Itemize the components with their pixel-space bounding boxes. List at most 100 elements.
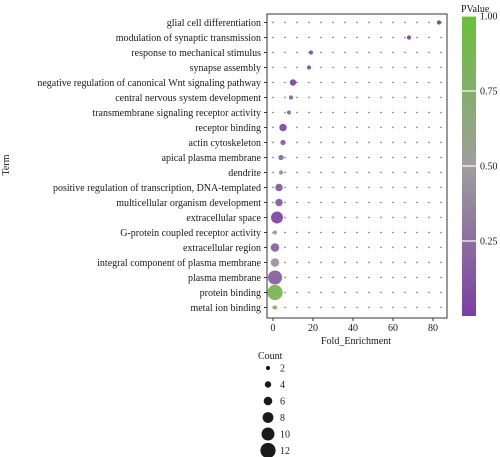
grid-dot	[272, 156, 274, 159]
data-point	[280, 139, 286, 146]
term-label: multicellular organism development	[116, 198, 261, 209]
grid-dot	[296, 216, 298, 219]
grid-dot	[404, 66, 406, 69]
grid-dot	[332, 291, 334, 294]
size-legend-marker	[263, 396, 273, 406]
grid-dot	[320, 291, 322, 294]
grid-dot	[320, 201, 322, 204]
grid-dot	[284, 111, 286, 114]
grid-dot	[272, 126, 274, 129]
term-label: synapse assembly	[190, 63, 261, 74]
grid-dot	[296, 306, 298, 309]
grid-dot	[380, 126, 382, 129]
grid-dot	[428, 81, 430, 84]
x-tick-label: 60	[388, 323, 398, 334]
grid-dot	[308, 246, 310, 249]
grid-dot	[392, 306, 394, 309]
grid-dot	[428, 231, 430, 234]
grid-dot	[320, 156, 322, 159]
grid-dot	[416, 21, 418, 24]
x-tick-label: 20	[308, 323, 318, 334]
grid-dot	[296, 156, 298, 159]
grid-dot	[308, 291, 310, 294]
grid-dot	[416, 201, 418, 204]
grid-dot	[308, 126, 310, 129]
grid-dot	[440, 201, 442, 204]
grid-dot	[416, 186, 418, 189]
grid-dot	[416, 261, 418, 264]
grid-dot	[368, 36, 370, 39]
grid-dot	[392, 171, 394, 174]
grid-dot	[332, 231, 334, 234]
grid-dot	[380, 156, 382, 159]
grid-dot	[284, 186, 286, 189]
size-legend-label: 12	[280, 446, 290, 457]
grid-dot	[380, 216, 382, 219]
grid-dot	[404, 171, 406, 174]
grid-dot	[332, 201, 334, 204]
grid-dot	[404, 291, 406, 294]
grid-dot	[308, 36, 310, 39]
grid-dot	[284, 51, 286, 54]
grid-dot	[356, 21, 358, 24]
data-point	[275, 183, 283, 192]
grid-dot	[404, 231, 406, 234]
size-legend-label: 10	[280, 430, 290, 441]
grid-dot	[428, 186, 430, 189]
grid-dot	[380, 201, 382, 204]
grid-dot	[392, 216, 394, 219]
size-legend-marker	[261, 427, 275, 441]
grid-dot	[344, 141, 346, 144]
grid-dot	[296, 186, 298, 189]
grid-dot	[392, 261, 394, 264]
grid-dot	[296, 81, 298, 84]
grid-dot	[392, 66, 394, 69]
grid-dot	[428, 201, 430, 204]
grid-dot	[284, 246, 286, 249]
grid-dot	[416, 156, 418, 159]
grid-dot	[380, 171, 382, 174]
grid-dot	[296, 276, 298, 279]
grid-dot	[356, 216, 358, 219]
grid-dot	[440, 171, 442, 174]
grid-dot	[368, 96, 370, 99]
grid-dot	[428, 216, 430, 219]
grid-dot	[380, 306, 382, 309]
grid-dot	[440, 231, 442, 234]
grid-dot	[320, 51, 322, 54]
grid-dot	[356, 231, 358, 234]
grid-dot	[332, 186, 334, 189]
grid-dot	[344, 216, 346, 219]
grid-dot	[416, 111, 418, 114]
grid-dot	[392, 201, 394, 204]
grid-dot	[284, 171, 286, 174]
colorbar-tick-label: 0.25	[480, 237, 498, 248]
grid-dot	[356, 51, 358, 54]
grid-dot	[368, 21, 370, 24]
data-point	[406, 35, 412, 40]
grid-dot	[308, 261, 310, 264]
grid-dot	[404, 96, 406, 99]
grid-dot	[296, 201, 298, 204]
data-point	[308, 50, 314, 55]
data-point	[436, 20, 442, 25]
grid-dot	[284, 21, 286, 24]
grid-dot	[356, 81, 358, 84]
grid-dot	[380, 66, 382, 69]
size-legend-label: 8	[280, 413, 285, 424]
grid-dot	[356, 66, 358, 69]
grid-dot	[392, 291, 394, 294]
grid-dot	[344, 51, 346, 54]
grid-dot	[356, 96, 358, 99]
grid-dot	[380, 276, 382, 279]
grid-dot	[296, 21, 298, 24]
grid-dot	[392, 186, 394, 189]
grid-dot	[440, 276, 442, 279]
grid-dot	[296, 246, 298, 249]
grid-dot	[356, 201, 358, 204]
grid-dot	[296, 261, 298, 264]
grid-dot	[440, 36, 442, 39]
grid-dot	[404, 156, 406, 159]
grid-dot	[272, 186, 274, 189]
grid-dot	[428, 261, 430, 264]
